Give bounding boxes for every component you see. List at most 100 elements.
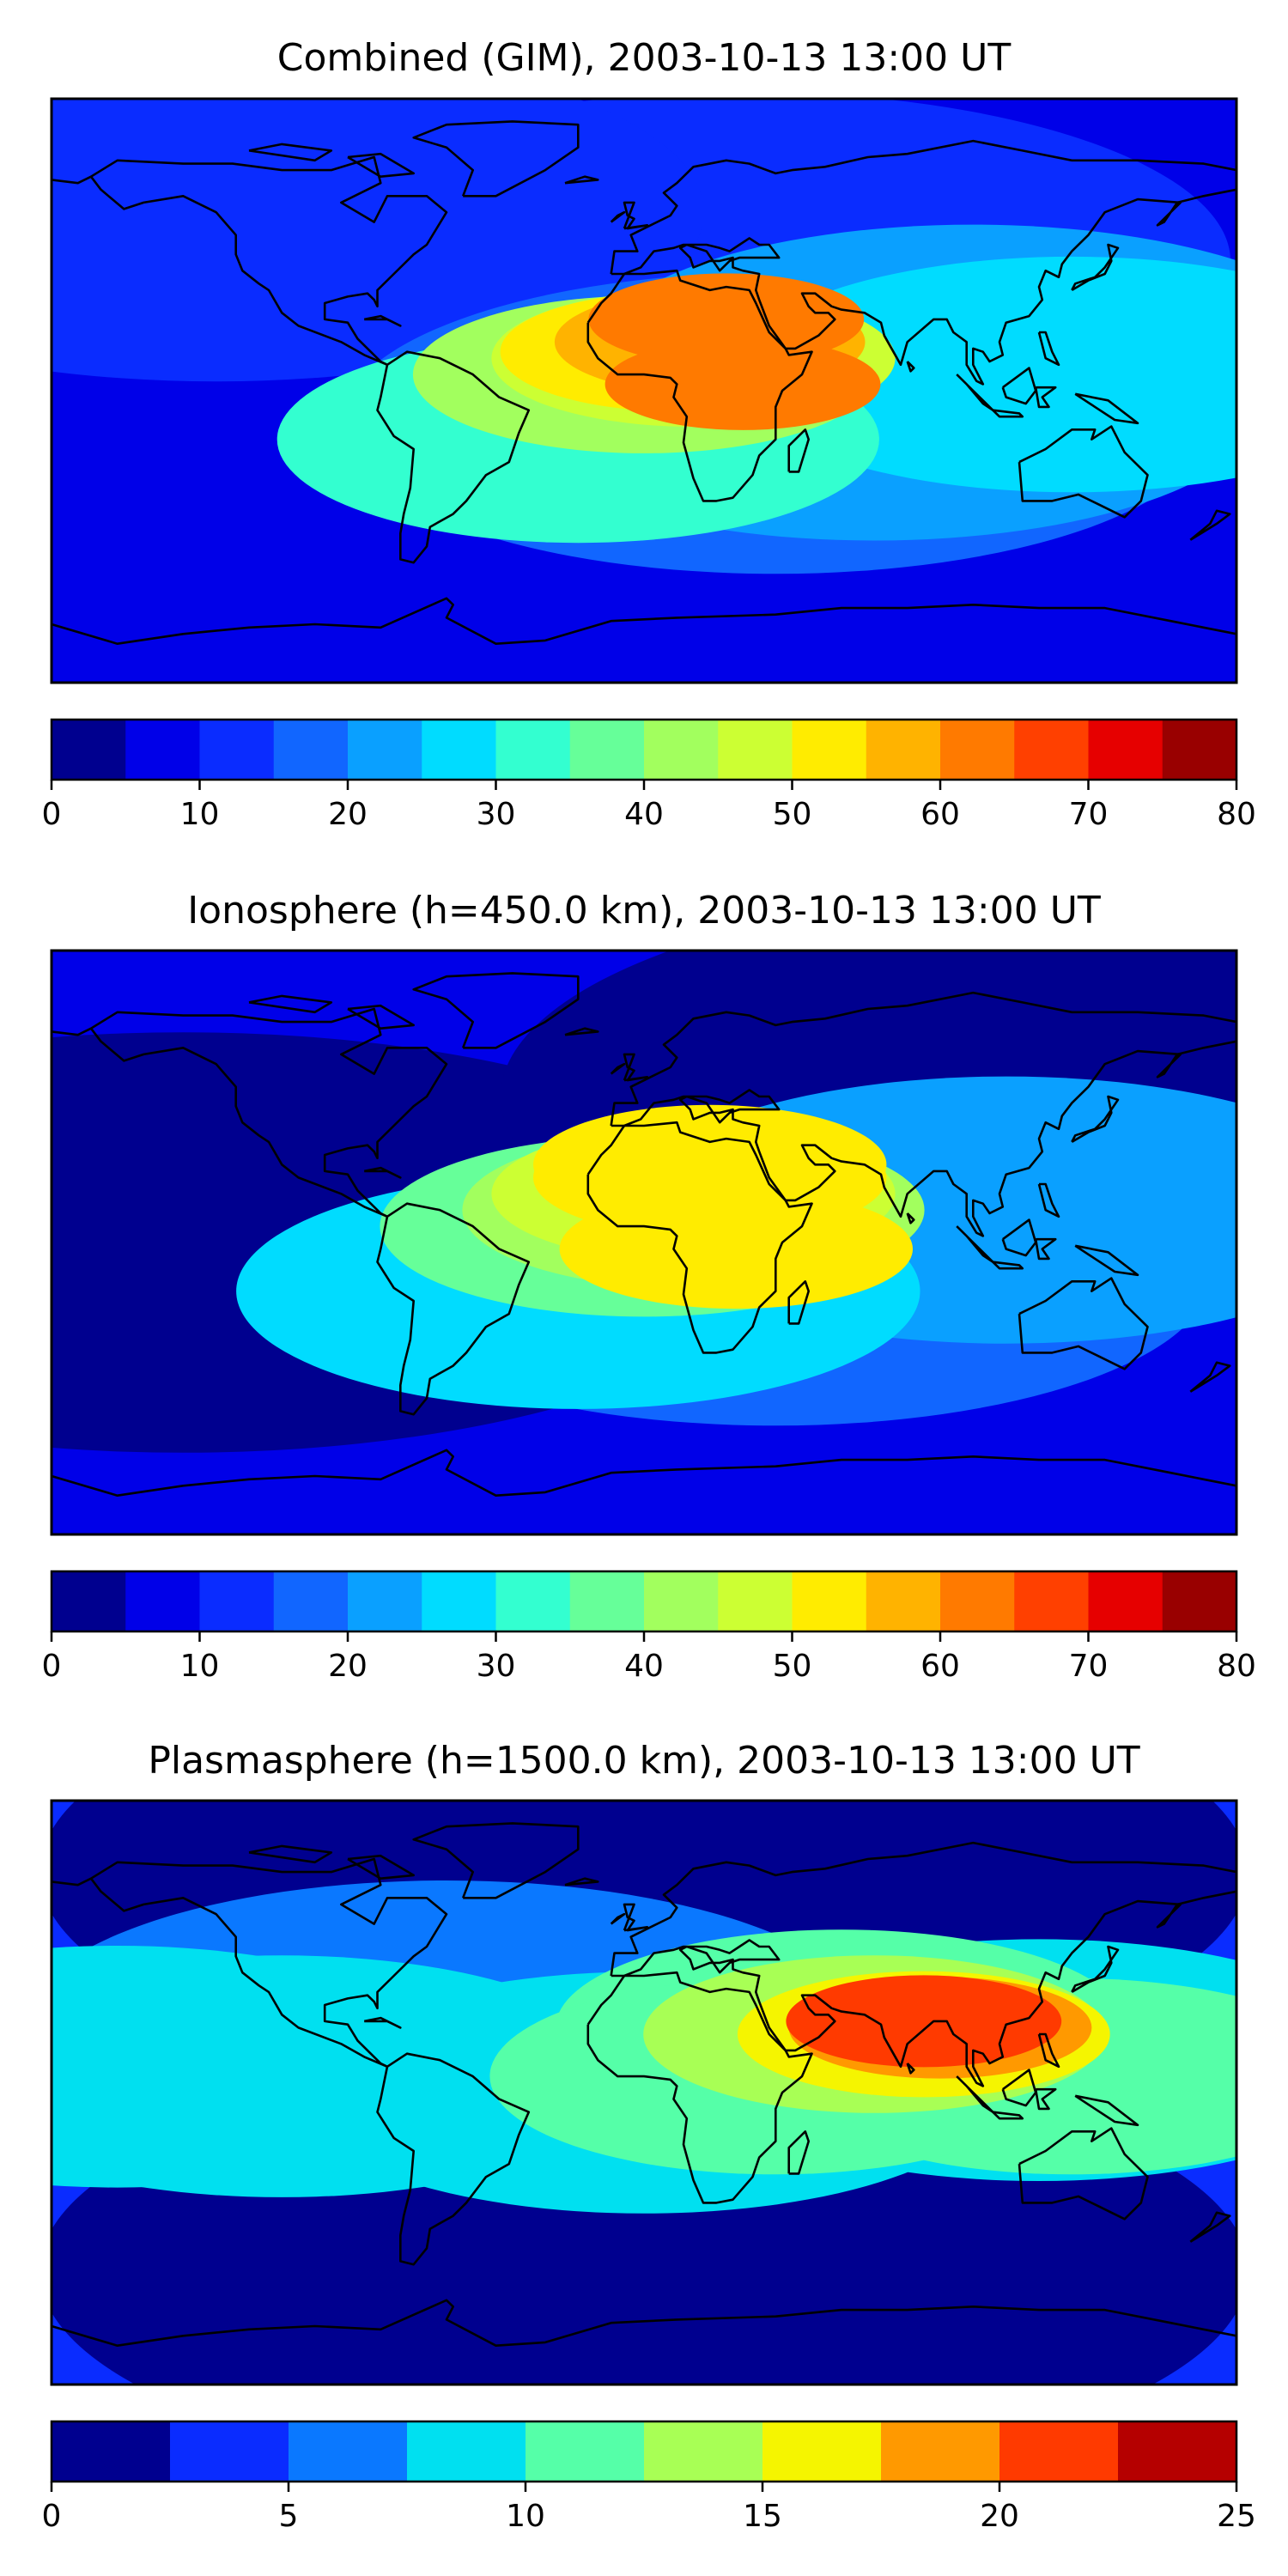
colorbar-tick-label: 50 xyxy=(773,1649,812,1684)
coastline xyxy=(610,139,1236,386)
colorbar-segment xyxy=(644,2421,763,2482)
coastline xyxy=(992,409,1024,418)
coastline xyxy=(89,1007,448,1218)
colorbar-tick-label: 10 xyxy=(506,2499,545,2534)
colorbar-segment xyxy=(170,2421,289,2482)
colorbar-segment xyxy=(348,1571,422,1631)
colorbar-tick-label: 50 xyxy=(773,797,812,832)
colorbar-segment xyxy=(644,1571,719,1631)
coastline xyxy=(906,2063,915,2075)
coastline xyxy=(52,2299,1236,2347)
coastline xyxy=(52,597,1236,645)
panel-plasmasphere: Plasmasphere (h=1500.0 km), 2003-10-13 1… xyxy=(42,1739,1256,2534)
coastline xyxy=(992,1261,1024,1270)
panel-title: Ionosphere (h=450.0 km), 2003-10-13 13:0… xyxy=(187,889,1101,933)
coastline xyxy=(376,2052,531,2266)
colorbar-segment xyxy=(1088,720,1163,780)
coastline xyxy=(564,1877,599,1886)
colorbar-tick-label: 5 xyxy=(279,2499,299,2534)
coastline xyxy=(248,1844,333,1864)
colorbar-segment xyxy=(125,720,201,780)
field-contours xyxy=(52,951,1236,1534)
colorbar-segment xyxy=(718,1571,793,1631)
coastline xyxy=(1071,1095,1120,1144)
coastline xyxy=(363,1166,402,1179)
coastline xyxy=(610,1062,626,1075)
coastline xyxy=(956,2075,994,2113)
coastline xyxy=(787,428,810,473)
coastline xyxy=(52,1449,1236,1497)
coastline xyxy=(1001,2069,1037,2107)
contour-band xyxy=(533,1104,887,1224)
coastline xyxy=(412,1822,580,1899)
colorbar-tick-label: 0 xyxy=(42,2499,62,2534)
colorbar: 0 5 10 15 20 25 xyxy=(42,2420,1256,2534)
coastline xyxy=(1071,243,1120,292)
coastline xyxy=(1001,1218,1037,1257)
colorbar-tick-label: 15 xyxy=(743,2499,782,2534)
map-area xyxy=(50,949,1238,1536)
colorbar-segment xyxy=(1162,1571,1237,1631)
map-frame xyxy=(50,949,1238,1536)
colorbar-segment xyxy=(1088,1571,1163,1631)
coastline xyxy=(1037,1182,1060,1218)
coastlines xyxy=(52,120,1236,645)
panel-title: Plasmasphere (h=1500.0 km), 2003-10-13 1… xyxy=(148,1739,1139,1783)
colorbar-segment xyxy=(866,720,941,780)
colorbar-segment xyxy=(526,2421,645,2482)
coastline xyxy=(956,1225,994,1263)
colorbar-segment xyxy=(644,720,719,780)
map-area xyxy=(50,97,1238,684)
coastlines xyxy=(52,972,1236,1497)
coastline xyxy=(1034,2087,1057,2111)
coastline xyxy=(1071,1945,1120,1994)
colorbar-segment xyxy=(866,1571,941,1631)
coastline xyxy=(906,1212,915,1224)
colorbar-tick-label: 10 xyxy=(180,797,220,832)
contour-band xyxy=(786,1975,1062,2068)
colorbar-segment xyxy=(792,720,867,780)
colorbar-segment xyxy=(762,2421,882,2482)
coastline xyxy=(363,314,402,327)
colorbar-segment xyxy=(495,1571,571,1631)
colorbar-segment xyxy=(881,2421,1000,2482)
coastline xyxy=(1074,392,1139,425)
colorbar-tick-label: 25 xyxy=(1217,2499,1256,2534)
map-area xyxy=(50,1799,1238,2386)
colorbar-segment xyxy=(1014,1571,1090,1631)
colorbar-tick-label: 70 xyxy=(1069,1649,1109,1684)
colorbar-tick-label: 20 xyxy=(980,2499,1019,2534)
coastline xyxy=(623,1053,649,1082)
coastline xyxy=(1037,331,1060,367)
colorbar-segment xyxy=(52,2421,171,2482)
colorbar-tick-label: 30 xyxy=(477,797,516,832)
colorbar-tick-label: 30 xyxy=(477,1649,516,1684)
coastline xyxy=(363,2016,402,2029)
colorbar-tick-label: 40 xyxy=(624,797,664,832)
coastline xyxy=(787,1280,810,1325)
coastline xyxy=(1034,1237,1057,1261)
coastline xyxy=(586,1971,813,2204)
colorbar-segment xyxy=(999,2421,1119,2482)
coastline xyxy=(906,361,915,373)
field-contours xyxy=(52,99,1236,683)
coastline xyxy=(1074,2094,1139,2127)
field-contours xyxy=(52,1801,1236,2385)
coastline xyxy=(376,1202,531,1416)
colorbar-segment xyxy=(1162,720,1237,780)
colorbar-tick-label: 60 xyxy=(920,1649,960,1684)
colorbar-segment xyxy=(273,1571,349,1631)
coastline xyxy=(412,972,580,1049)
coastline xyxy=(1189,2211,1231,2243)
colorbar-tick-label: 20 xyxy=(328,1649,368,1684)
colorbar-tick-label: 40 xyxy=(624,1649,664,1684)
colorbar-tick-label: 10 xyxy=(180,1649,220,1684)
colorbar-segment xyxy=(273,720,349,780)
coastline xyxy=(564,1027,599,1036)
coastline xyxy=(1189,509,1231,541)
map-frame xyxy=(50,1799,1238,2386)
coastline xyxy=(248,143,333,162)
panel-title: Combined (GIM), 2003-10-13 13:00 UT xyxy=(277,36,1012,80)
coastline xyxy=(248,994,333,1014)
colorbar: 0 10 20 30 40 50 60 70 80 xyxy=(42,718,1256,832)
